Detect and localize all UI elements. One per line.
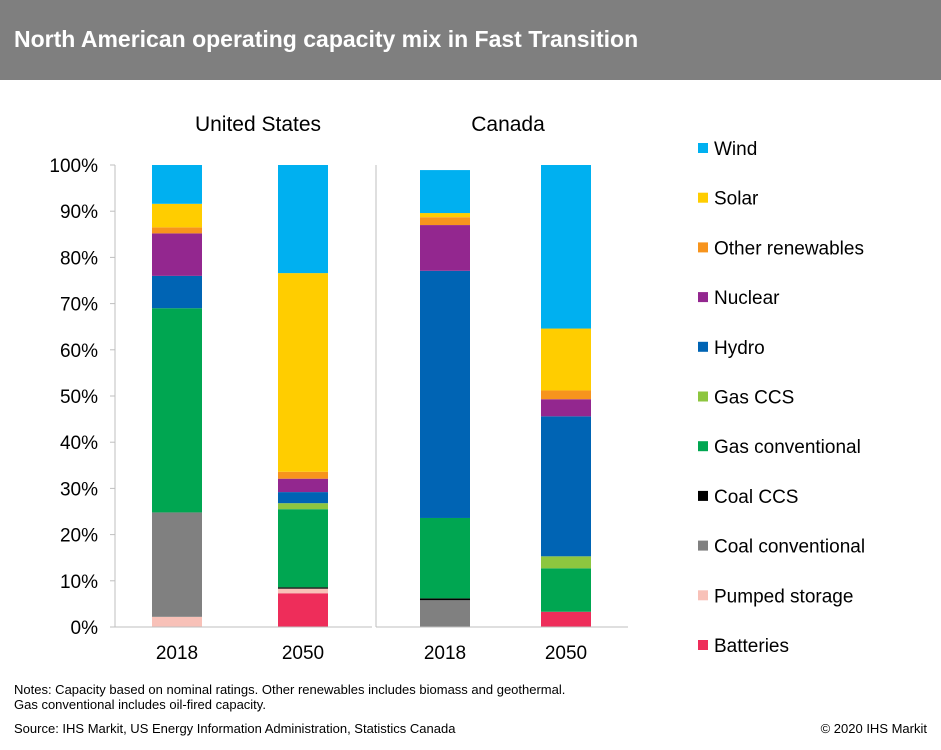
- y-tick-label: 0%: [71, 618, 99, 639]
- legend-label: Other renewables: [714, 238, 864, 259]
- y-tick-label: 30%: [60, 479, 98, 500]
- bar-segment: [541, 165, 591, 329]
- bar-segment: [278, 273, 328, 472]
- legend-swatch: [698, 242, 708, 253]
- bar-segment: [541, 399, 591, 417]
- legend-label: Solar: [714, 189, 759, 210]
- legend-swatch: [698, 143, 708, 153]
- y-tick-label: 60%: [60, 341, 98, 362]
- bar-segment: [152, 233, 202, 276]
- bar-segment: [420, 517, 470, 599]
- bar-segment: [541, 416, 591, 557]
- legend-label: Gas CCS: [714, 388, 794, 409]
- x-tick-label: 2018: [156, 643, 198, 664]
- bar-segment: [278, 165, 328, 274]
- legend-swatch: [698, 341, 708, 352]
- title-bar: North American operating capacity mix in…: [0, 0, 941, 80]
- legend-swatch: [698, 540, 708, 551]
- y-tick-label: 40%: [60, 433, 98, 454]
- notes-line-2: Gas conventional includes oil-fired capa…: [14, 697, 266, 712]
- legend-swatch: [698, 640, 708, 650]
- y-tick-label: 20%: [60, 526, 98, 547]
- bar-segment: [420, 270, 470, 518]
- legend-label: Gas conventional: [714, 437, 861, 458]
- chart-title: North American operating capacity mix in…: [14, 26, 639, 52]
- stacked-bar-chart: 0% 10% 20% 30% 40% 50% 60% 70% 80% 90% 100% United …: [49, 113, 865, 664]
- bar-segment: [420, 217, 470, 226]
- bar-segment: [278, 593, 328, 627]
- bar-segment: [541, 611, 591, 627]
- panel-title: United States: [195, 113, 321, 136]
- legend-label: Coal CCS: [714, 487, 798, 508]
- bar-segment: [152, 616, 202, 627]
- bar-segment: [541, 390, 591, 400]
- x-tick-label: 2050: [545, 643, 587, 664]
- bar-segment: [420, 170, 470, 214]
- y-tick-label: 70%: [60, 295, 98, 316]
- bar-segment: [420, 225, 470, 271]
- copyright: © 2020 IHS Markit: [820, 721, 927, 736]
- bar-segment: [278, 471, 328, 479]
- legend-label: Coal conventional: [714, 537, 865, 558]
- y-tick-label: 90%: [60, 202, 98, 223]
- bar-segment: [152, 275, 202, 309]
- bar-segment: [420, 213, 470, 218]
- x-tick-label: 2050: [282, 643, 324, 664]
- bar-segment: [420, 600, 470, 627]
- panel-title: Canada: [471, 113, 545, 136]
- legend-label: Batteries: [714, 636, 789, 657]
- chart-notes: Notes: Capacity based on nominal ratings…: [14, 682, 714, 712]
- legend-swatch: [698, 590, 708, 601]
- bar-segment: [278, 587, 328, 589]
- legend-label: Hydro: [714, 338, 765, 359]
- bar-segment: [278, 492, 328, 504]
- legend-label: Nuclear: [714, 288, 780, 309]
- bar-segment: [541, 568, 591, 612]
- y-tick-label: 50%: [60, 387, 98, 408]
- legend-swatch: [698, 292, 708, 303]
- bar-segment: [278, 588, 328, 594]
- bar-segment: [152, 227, 202, 234]
- legend-label: Wind: [714, 139, 757, 160]
- bar-segment: [278, 478, 328, 493]
- legend-label: Pumped storage: [714, 586, 853, 607]
- y-tick-label: 10%: [60, 572, 98, 593]
- notes-line-1: Notes: Capacity based on nominal ratings…: [14, 682, 566, 697]
- bar-segment: [278, 503, 328, 510]
- y-tick-label: 80%: [60, 248, 98, 269]
- bar-segment: [278, 509, 328, 588]
- legend-swatch: [698, 490, 708, 501]
- chart-source: Source: IHS Markit, US Energy Informatio…: [14, 721, 456, 736]
- bar-segment: [541, 328, 591, 391]
- legend-swatch: [698, 441, 708, 452]
- bar-segment: [152, 203, 202, 228]
- y-tick-label: 100%: [49, 156, 98, 177]
- bar-segment: [152, 165, 202, 204]
- bar-segment: [541, 556, 591, 569]
- legend-swatch: [698, 391, 708, 402]
- bar-segment: [152, 308, 202, 513]
- bar-segment: [420, 598, 470, 601]
- x-tick-label: 2018: [424, 643, 466, 664]
- bar-segment: [152, 512, 202, 617]
- legend-swatch: [698, 192, 708, 203]
